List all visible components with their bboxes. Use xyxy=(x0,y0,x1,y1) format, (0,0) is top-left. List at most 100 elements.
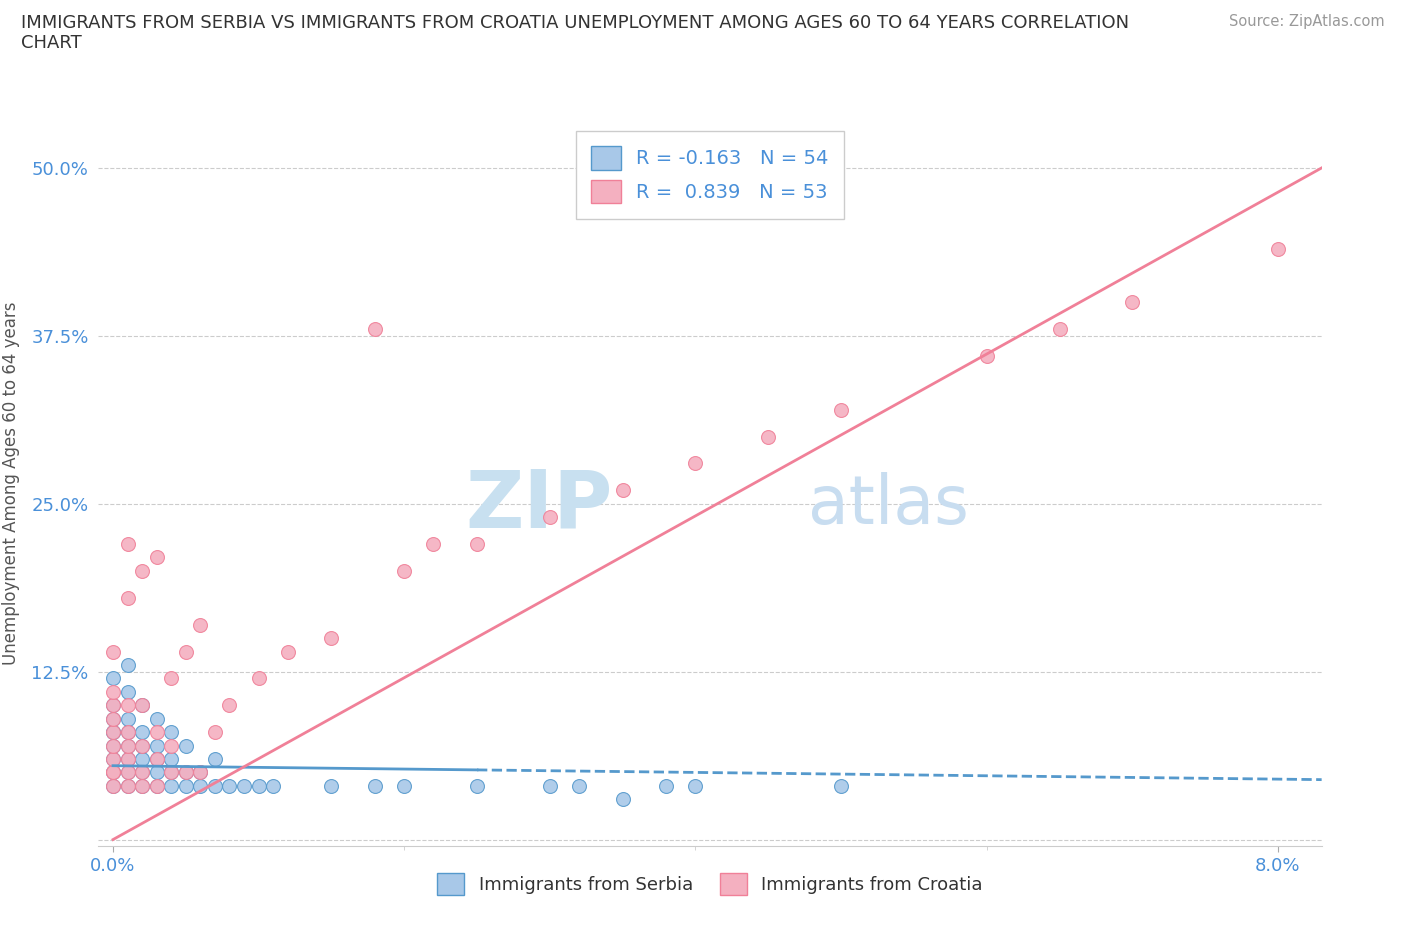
Text: ZIP: ZIP xyxy=(465,466,612,544)
Point xyxy=(612,791,634,806)
Point xyxy=(145,751,167,766)
Point xyxy=(1121,295,1143,310)
Point xyxy=(145,778,167,793)
Point xyxy=(465,778,488,793)
Point xyxy=(612,483,634,498)
Point xyxy=(174,778,197,793)
Point xyxy=(188,618,211,632)
Point xyxy=(101,751,124,766)
Point xyxy=(160,738,183,753)
Point xyxy=(538,510,561,525)
Point xyxy=(392,564,416,578)
Point xyxy=(117,778,139,793)
Point xyxy=(117,778,139,793)
Text: Source: ZipAtlas.com: Source: ZipAtlas.com xyxy=(1229,14,1385,29)
Point xyxy=(160,765,183,780)
Point xyxy=(160,765,183,780)
Point xyxy=(101,698,124,712)
Point xyxy=(568,778,591,793)
Point xyxy=(101,778,124,793)
Point xyxy=(117,537,139,551)
Point xyxy=(117,684,139,699)
Point xyxy=(101,751,124,766)
Point xyxy=(145,738,167,753)
Point xyxy=(145,724,167,739)
Point xyxy=(101,765,124,780)
Point xyxy=(145,550,167,565)
Point xyxy=(117,724,139,739)
Point xyxy=(174,644,197,659)
Point xyxy=(174,765,197,780)
Point xyxy=(685,456,707,471)
Point xyxy=(174,765,197,780)
Point xyxy=(117,698,139,712)
Point xyxy=(1049,322,1071,337)
Y-axis label: Unemployment Among Ages 60 to 64 years: Unemployment Among Ages 60 to 64 years xyxy=(3,302,20,665)
Point xyxy=(655,778,678,793)
Point xyxy=(101,765,124,780)
Point xyxy=(422,537,444,551)
Point xyxy=(131,738,153,753)
Point xyxy=(101,724,124,739)
Point xyxy=(101,711,124,726)
Point xyxy=(233,778,256,793)
Point xyxy=(277,644,299,659)
Point xyxy=(174,738,197,753)
Point xyxy=(145,778,167,793)
Point xyxy=(160,671,183,685)
Legend: Immigrants from Serbia, Immigrants from Croatia: Immigrants from Serbia, Immigrants from … xyxy=(423,859,997,910)
Point xyxy=(756,429,779,444)
Point xyxy=(538,778,561,793)
Point xyxy=(160,751,183,766)
Point xyxy=(364,322,387,337)
Point xyxy=(131,778,153,793)
Point xyxy=(976,349,998,364)
Point xyxy=(160,778,183,793)
Point xyxy=(131,765,153,780)
Point xyxy=(131,778,153,793)
Point xyxy=(364,778,387,793)
Point xyxy=(101,738,124,753)
Point xyxy=(145,711,167,726)
Text: IMMIGRANTS FROM SERBIA VS IMMIGRANTS FROM CROATIA UNEMPLOYMENT AMONG AGES 60 TO : IMMIGRANTS FROM SERBIA VS IMMIGRANTS FRO… xyxy=(21,14,1129,32)
Point xyxy=(101,684,124,699)
Point xyxy=(117,765,139,780)
Point xyxy=(392,778,416,793)
Point xyxy=(247,778,270,793)
Point xyxy=(830,778,852,793)
Point xyxy=(117,751,139,766)
Point xyxy=(117,738,139,753)
Text: atlas: atlas xyxy=(808,472,969,538)
Point xyxy=(101,698,124,712)
Point xyxy=(145,751,167,766)
Point xyxy=(218,698,240,712)
Point xyxy=(188,765,211,780)
Point xyxy=(131,738,153,753)
Text: CHART: CHART xyxy=(21,34,82,52)
Point xyxy=(830,403,852,418)
Point xyxy=(101,724,124,739)
Point xyxy=(204,751,226,766)
Point xyxy=(117,751,139,766)
Point xyxy=(117,724,139,739)
Point xyxy=(101,711,124,726)
Point xyxy=(131,751,153,766)
Point xyxy=(145,765,167,780)
Point xyxy=(465,537,488,551)
Point xyxy=(131,724,153,739)
Point xyxy=(117,591,139,605)
Point xyxy=(101,644,124,659)
Point xyxy=(117,738,139,753)
Point xyxy=(101,738,124,753)
Point xyxy=(131,698,153,712)
Point xyxy=(101,765,124,780)
Point xyxy=(685,778,707,793)
Point xyxy=(204,778,226,793)
Point xyxy=(131,564,153,578)
Point xyxy=(204,724,226,739)
Point xyxy=(321,631,343,645)
Point xyxy=(188,765,211,780)
Point xyxy=(117,711,139,726)
Point xyxy=(117,658,139,672)
Point xyxy=(321,778,343,793)
